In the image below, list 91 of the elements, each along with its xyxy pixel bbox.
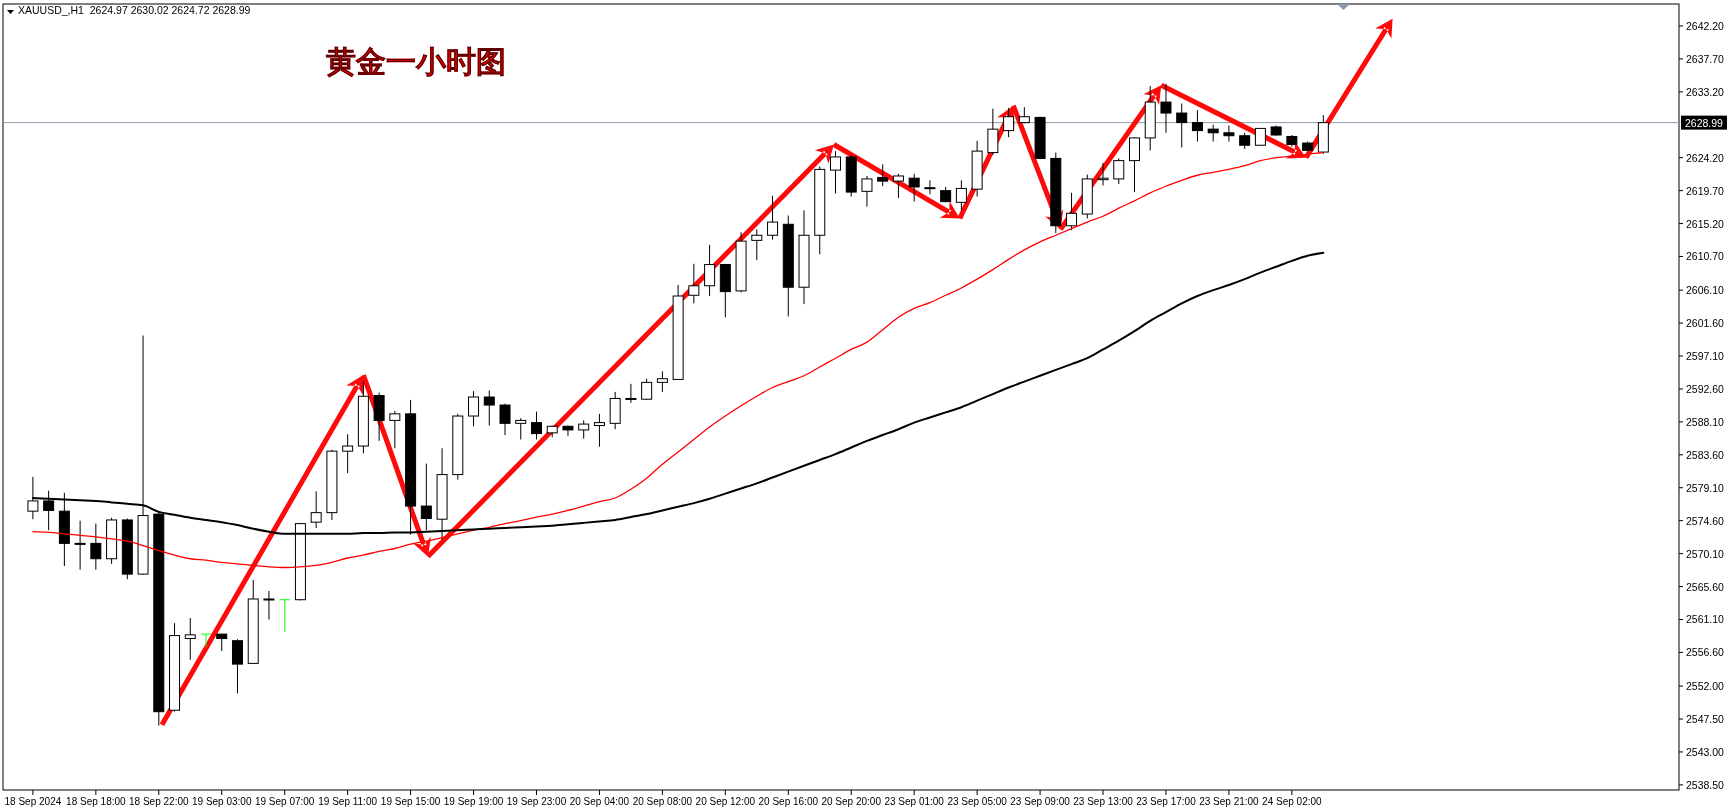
candlestick <box>688 263 700 304</box>
candlestick <box>468 390 480 427</box>
y-tick-label: 2610.70 <box>1686 250 1725 263</box>
y-tick-label: 2588.10 <box>1686 415 1725 428</box>
x-tick-label: 23 Sep 21:00 <box>1199 796 1260 807</box>
x-tick-label: 23 Sep 05:00 <box>947 796 1008 807</box>
y-tick-label: 2606.10 <box>1686 284 1725 297</box>
candlestick <box>420 463 432 531</box>
y-tick-label: 2637.70 <box>1686 52 1725 65</box>
y-tick-label: 2579.10 <box>1686 481 1725 494</box>
y-tick-label: 2538.50 <box>1686 778 1725 791</box>
candlestick <box>767 195 779 241</box>
candlestick <box>231 638 243 694</box>
x-tick-label: 20 Sep 20:00 <box>821 796 882 807</box>
x-tick-label: 23 Sep 09:00 <box>1010 796 1071 807</box>
x-tick-label: 24 Sep 02:00 <box>1262 796 1323 807</box>
x-tick-label: 23 Sep 17:00 <box>1136 796 1197 807</box>
x-tick-label: 20 Sep 04:00 <box>569 796 630 807</box>
y-tick-label: 2556.60 <box>1686 646 1725 659</box>
candlestick <box>704 244 716 297</box>
candlestick <box>310 490 322 529</box>
candlestick <box>829 150 841 195</box>
candlestick <box>1113 157 1125 185</box>
candlestick <box>90 523 102 571</box>
candlestick <box>279 599 291 633</box>
candlestick <box>1066 192 1078 231</box>
candlestick <box>751 228 763 261</box>
ref-line-label: 2628.99 <box>1685 116 1724 129</box>
candlestick <box>515 417 527 440</box>
y-tick-label: 2601.60 <box>1686 317 1725 330</box>
y-tick-label: 2547.50 <box>1686 713 1725 726</box>
candlestick <box>499 403 511 436</box>
x-tick-label: 23 Sep 13:00 <box>1073 796 1134 807</box>
y-tick-label: 2615.20 <box>1686 217 1725 230</box>
x-tick-label: 18 Sep 18:00 <box>66 796 127 807</box>
y-tick-label: 2597.10 <box>1686 350 1725 363</box>
candlestick <box>656 370 668 393</box>
candlestick <box>908 173 920 203</box>
candlestick <box>184 617 196 661</box>
x-tick-label: 18 Sep 2024 <box>4 796 62 807</box>
x-tick-label: 19 Sep 23:00 <box>506 796 567 807</box>
x-tick-label: 19 Sep 11:00 <box>318 796 378 807</box>
x-tick-label: 20 Sep 16:00 <box>758 796 819 807</box>
text: 黄金一小时图 <box>326 44 506 79</box>
candlestick <box>1176 103 1188 148</box>
y-tick-label: 2561.10 <box>1686 613 1725 626</box>
y-tick-label: 2543.00 <box>1686 745 1725 758</box>
candlestick <box>263 590 275 620</box>
candlestick <box>861 175 873 208</box>
x-tick-label: 18 Sep 22:00 <box>129 796 189 807</box>
y-tick-label: 2642.20 <box>1686 19 1725 32</box>
y-tick-label: 2574.60 <box>1686 514 1725 527</box>
candlestick <box>342 433 354 474</box>
candlestick <box>924 179 936 195</box>
candlestick <box>483 389 495 427</box>
candlestick <box>1191 109 1203 143</box>
x-tick-label: 19 Sep 15:00 <box>380 796 441 807</box>
candlestick <box>1097 162 1109 186</box>
y-tick-label: 2633.20 <box>1686 85 1725 98</box>
y-tick-label: 2552.00 <box>1686 680 1725 693</box>
candlestick <box>530 411 542 440</box>
candlestick <box>987 108 999 156</box>
candlestick <box>74 520 86 571</box>
y-tick-label: 2592.60 <box>1686 382 1725 395</box>
x-tick-label: 23 Sep 01:00 <box>884 796 945 807</box>
candlestick <box>892 173 904 199</box>
candlestick <box>43 490 55 531</box>
candlestick <box>389 410 401 449</box>
x-tick-label: 20 Sep 12:00 <box>695 796 756 807</box>
x-tick-label: 20 Sep 08:00 <box>632 796 693 807</box>
candlestick <box>625 383 637 404</box>
x-tick-label: 19 Sep 07:00 <box>254 796 315 807</box>
candlestick <box>1160 83 1172 134</box>
y-tick-label: 2565.60 <box>1686 580 1725 593</box>
candlestick <box>1129 136 1140 193</box>
candlestick <box>578 419 590 440</box>
candlestick <box>593 413 605 448</box>
candlestick <box>641 378 653 401</box>
candlestick <box>200 633 212 648</box>
candlestick <box>1003 107 1015 138</box>
x-tick-label: 19 Sep 19:00 <box>443 796 504 807</box>
y-tick-label: 2583.60 <box>1686 448 1725 461</box>
y-tick-label: 2570.10 <box>1686 547 1725 560</box>
chart-subtitle: XAUUSD_,H1 2624.97 2630.02 2624.72 2628.99 <box>18 4 251 16</box>
candlestick <box>1223 124 1235 143</box>
y-tick-label: 2624.20 <box>1686 151 1725 164</box>
candlestick <box>877 163 889 187</box>
candlestick <box>955 179 967 211</box>
x-tick-label: 19 Sep 03:00 <box>192 796 252 807</box>
y-tick-label: 2619.70 <box>1686 184 1725 197</box>
candlestick <box>562 425 574 437</box>
